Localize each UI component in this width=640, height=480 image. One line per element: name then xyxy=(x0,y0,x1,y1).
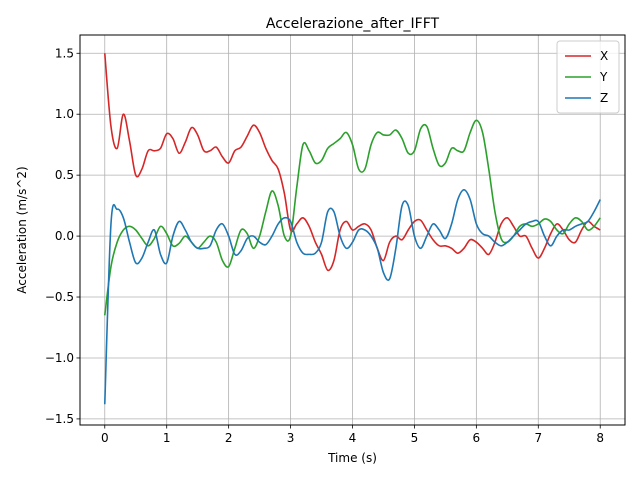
series-line-z xyxy=(103,188,601,405)
x-tick-label: 7 xyxy=(534,431,542,445)
x-tick-label: 1 xyxy=(163,431,171,445)
legend-label: X xyxy=(600,49,608,63)
y-tick-label: −1.5 xyxy=(45,412,74,426)
x-tick-label: 2 xyxy=(225,431,233,445)
x-tick-label: 5 xyxy=(411,431,419,445)
y-tick-label: 0.0 xyxy=(55,229,74,243)
legend: XYZ xyxy=(556,40,620,114)
chart-title: Accelerazione_after_IFFT xyxy=(266,16,440,32)
series-line-y xyxy=(103,119,601,316)
x-tick-label: 0 xyxy=(101,431,109,445)
y-axis-label: Acceleration (m/s^2) xyxy=(15,166,29,293)
legend-label: Y xyxy=(599,70,608,84)
x-tick-label: 4 xyxy=(349,431,357,445)
ticks: 0 1 2 3 4 5 6 7 8 −1.5 −1.0 −0.5 0.0 0.5 1.0 1.5 xyxy=(45,46,604,445)
x-tick-label: 8 xyxy=(596,431,604,445)
series-layer xyxy=(103,53,601,405)
series-line-x xyxy=(103,53,601,272)
x-axis-label: Time (s) xyxy=(327,451,377,465)
y-tick-label: −1.0 xyxy=(45,351,74,365)
y-tick-label: 1.0 xyxy=(55,107,74,121)
y-tick-label: 0.5 xyxy=(55,168,74,182)
x-tick-label: 3 xyxy=(287,431,295,445)
x-tick-label: 6 xyxy=(473,431,481,445)
legend-label: Z xyxy=(600,91,608,105)
y-tick-label: −0.5 xyxy=(45,290,74,304)
y-tick-label: 1.5 xyxy=(55,46,74,60)
